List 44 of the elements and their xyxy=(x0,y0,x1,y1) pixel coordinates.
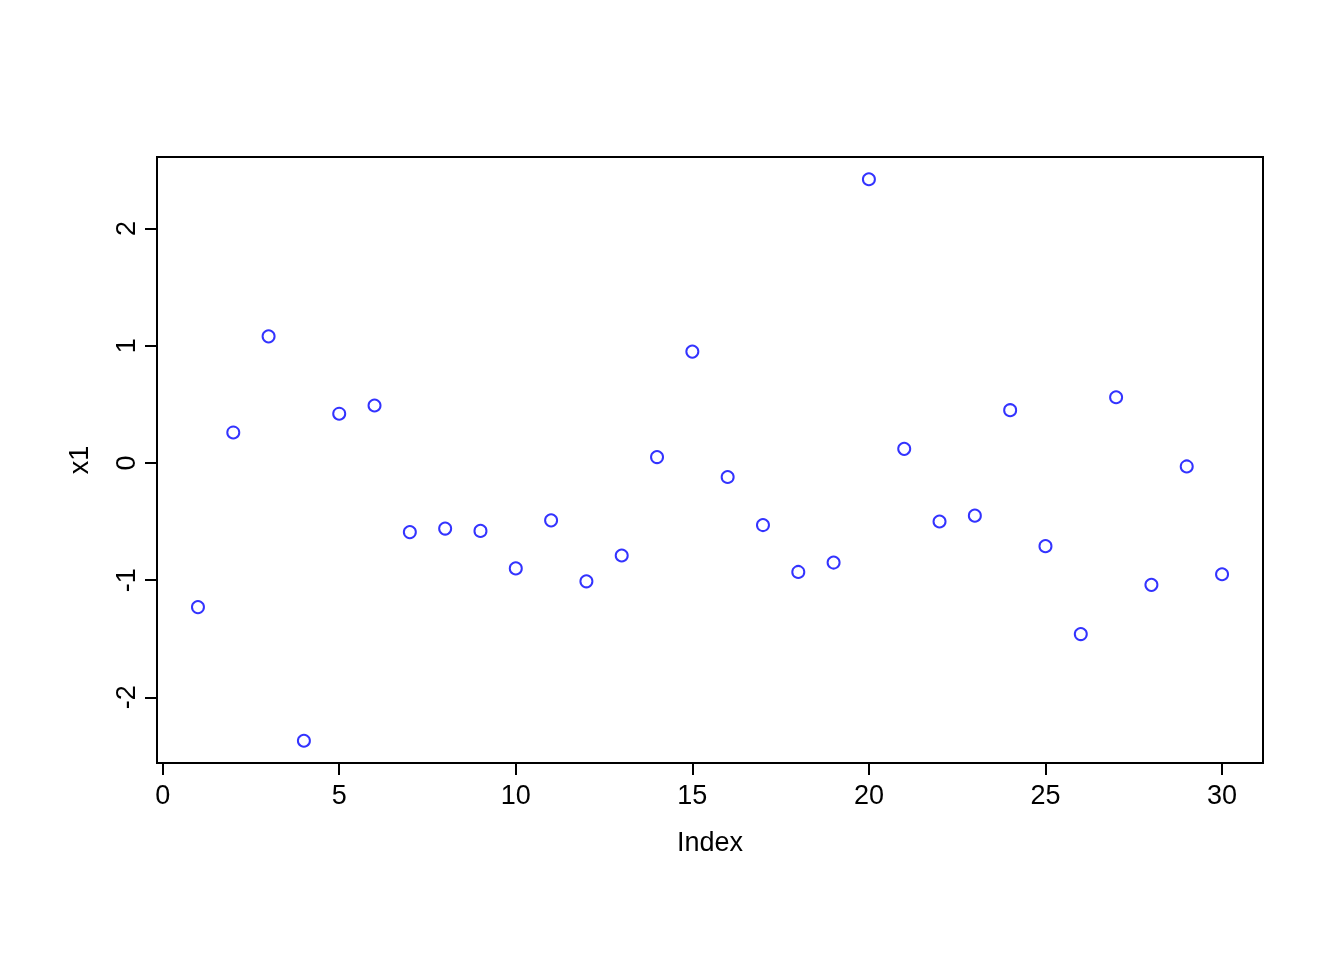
point xyxy=(226,425,241,440)
point xyxy=(1073,627,1088,642)
y-tick-label: -2 xyxy=(110,685,141,710)
x-axis-title: Index xyxy=(676,826,744,857)
y-tick-label: 1 xyxy=(110,338,141,354)
point xyxy=(861,172,876,187)
x-tick-label: 10 xyxy=(500,779,531,810)
point xyxy=(1109,390,1124,405)
point xyxy=(967,508,982,523)
point xyxy=(897,441,912,456)
x-tick-label: 20 xyxy=(853,779,884,810)
point xyxy=(720,470,735,484)
x-tick-label: 15 xyxy=(677,779,708,810)
point xyxy=(932,514,947,529)
y-tick-label: -1 xyxy=(110,568,141,593)
point xyxy=(1215,567,1230,582)
point xyxy=(438,521,453,536)
point xyxy=(1179,459,1194,474)
point xyxy=(367,398,382,413)
point xyxy=(1003,403,1018,418)
x-tick-label: 0 xyxy=(155,779,171,810)
point xyxy=(296,733,311,748)
point xyxy=(1038,539,1053,554)
point xyxy=(685,344,700,359)
point xyxy=(791,564,806,579)
point xyxy=(544,513,559,528)
point xyxy=(826,555,841,570)
y-tick-label: 0 xyxy=(110,455,141,471)
point xyxy=(755,518,770,533)
x-tick-label: 5 xyxy=(331,779,347,810)
point xyxy=(402,525,417,540)
point xyxy=(1144,577,1159,592)
point xyxy=(473,523,488,538)
x-tick-label: 30 xyxy=(1207,779,1238,810)
y-tick-label: 2 xyxy=(110,220,141,237)
point xyxy=(261,329,276,344)
point xyxy=(614,548,629,563)
point xyxy=(508,561,523,576)
x-tick-label: 25 xyxy=(1030,779,1061,810)
point xyxy=(332,406,347,421)
point xyxy=(190,600,205,615)
y-axis-title: x1 xyxy=(63,445,94,475)
point xyxy=(650,450,665,465)
point xyxy=(579,574,594,589)
